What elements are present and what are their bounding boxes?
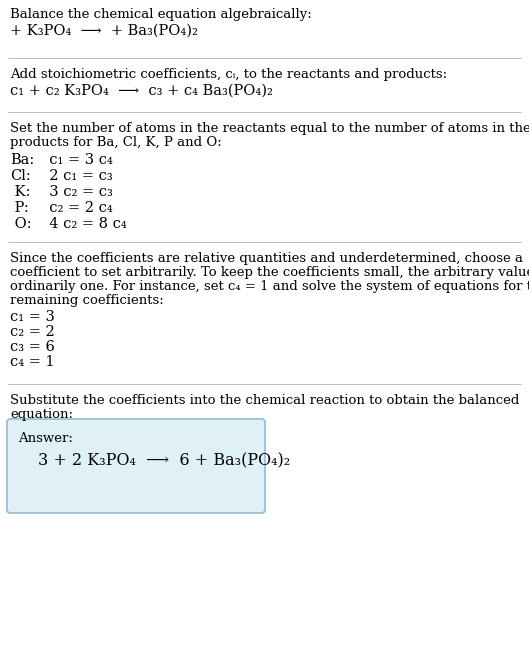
Text: 2 c₁ = c₃: 2 c₁ = c₃	[40, 169, 113, 183]
FancyBboxPatch shape	[7, 419, 265, 513]
Text: c₁ = 3: c₁ = 3	[10, 310, 55, 324]
Text: K:: K:	[10, 185, 31, 199]
Text: remaining coefficients:: remaining coefficients:	[10, 294, 164, 307]
Text: products for Ba, Cl, K, P and O:: products for Ba, Cl, K, P and O:	[10, 136, 222, 149]
Text: Cl:: Cl:	[10, 169, 31, 183]
Text: c₁ + c₂ K₃PO₄  ⟶  c₃ + c₄ Ba₃(PO₄)₂: c₁ + c₂ K₃PO₄ ⟶ c₃ + c₄ Ba₃(PO₄)₂	[10, 84, 273, 98]
Text: 3 c₂ = c₃: 3 c₂ = c₃	[40, 185, 113, 199]
Text: Since the coefficients are relative quantities and underdetermined, choose a: Since the coefficients are relative quan…	[10, 252, 523, 265]
Text: c₄ = 1: c₄ = 1	[10, 355, 54, 369]
Text: Set the number of atoms in the reactants equal to the number of atoms in the: Set the number of atoms in the reactants…	[10, 122, 529, 135]
Text: Answer:: Answer:	[18, 432, 73, 445]
Text: Add stoichiometric coefficients, cᵢ, to the reactants and products:: Add stoichiometric coefficients, cᵢ, to …	[10, 68, 447, 81]
Text: c₃ = 6: c₃ = 6	[10, 340, 55, 354]
Text: Substitute the coefficients into the chemical reaction to obtain the balanced: Substitute the coefficients into the che…	[10, 394, 519, 407]
Text: Balance the chemical equation algebraically:: Balance the chemical equation algebraica…	[10, 8, 312, 21]
Text: ordinarily one. For instance, set c₄ = 1 and solve the system of equations for t: ordinarily one. For instance, set c₄ = 1…	[10, 280, 529, 293]
Text: + K₃PO₄  ⟶  + Ba₃(PO₄)₂: + K₃PO₄ ⟶ + Ba₃(PO₄)₂	[10, 24, 198, 38]
Text: Ba:: Ba:	[10, 153, 34, 167]
Text: P:: P:	[10, 201, 29, 215]
Text: 4 c₂ = 8 c₄: 4 c₂ = 8 c₄	[40, 217, 127, 231]
Text: c₂ = 2: c₂ = 2	[10, 325, 54, 339]
Text: c₁ = 3 c₄: c₁ = 3 c₄	[40, 153, 113, 167]
Text: 3 + 2 K₃PO₄  ⟶  6 + Ba₃(PO₄)₂: 3 + 2 K₃PO₄ ⟶ 6 + Ba₃(PO₄)₂	[38, 452, 290, 469]
Text: c₂ = 2 c₄: c₂ = 2 c₄	[40, 201, 113, 215]
Text: equation:: equation:	[10, 408, 73, 421]
Text: coefficient to set arbitrarily. To keep the coefficients small, the arbitrary va: coefficient to set arbitrarily. To keep …	[10, 266, 529, 279]
Text: O:: O:	[10, 217, 32, 231]
